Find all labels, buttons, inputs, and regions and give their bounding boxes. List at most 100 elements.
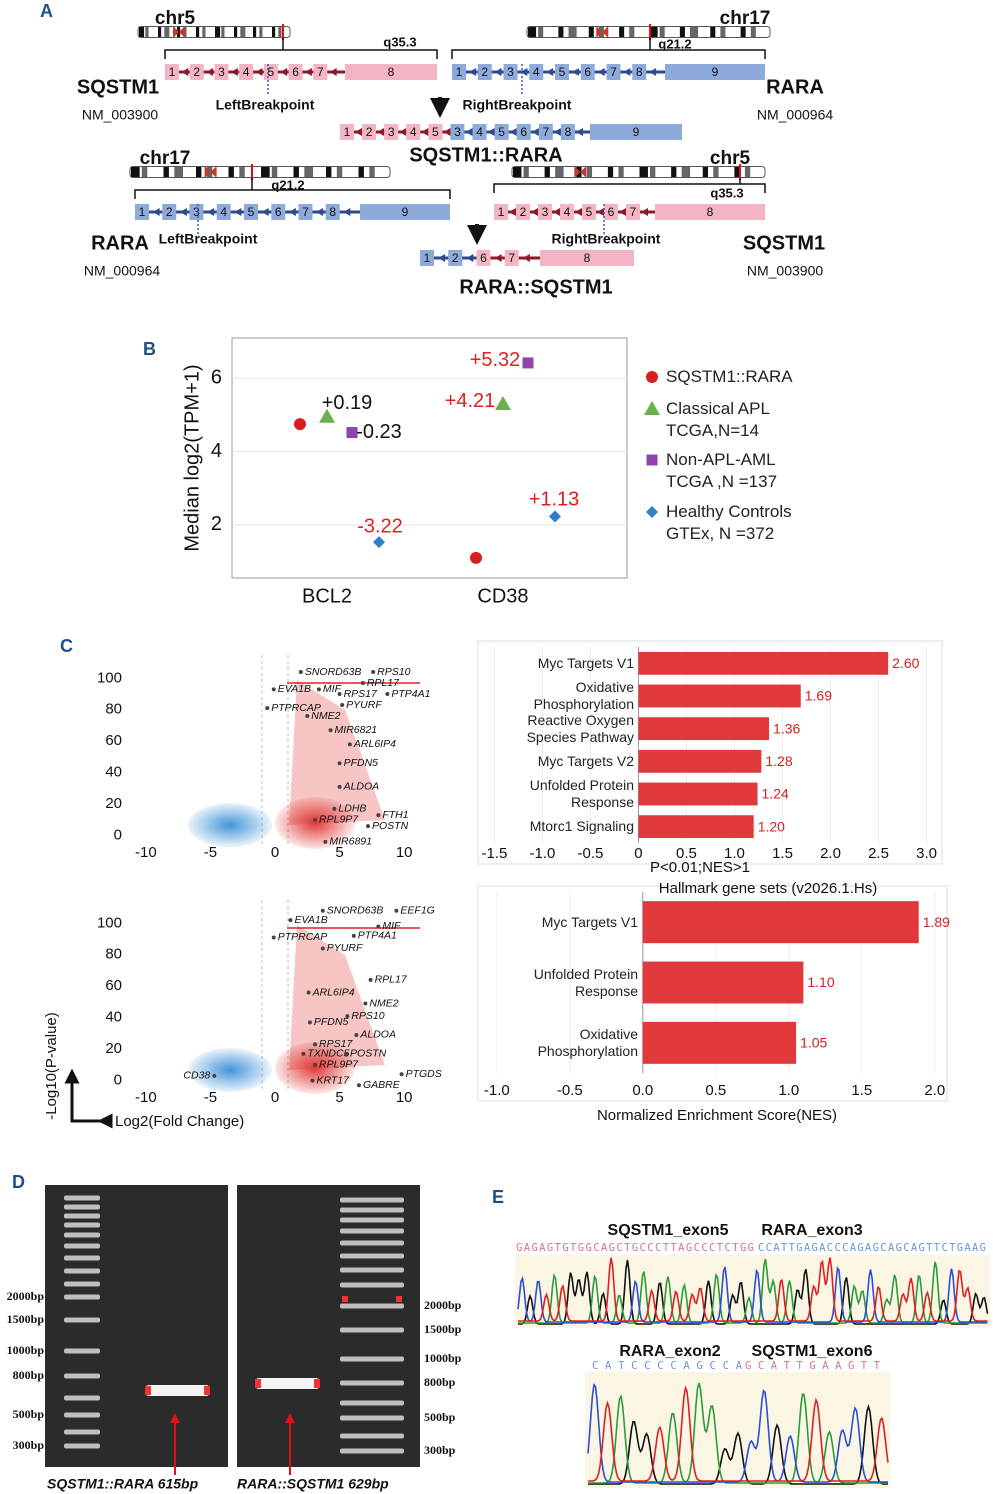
sample-band-edge <box>204 1386 210 1395</box>
y-tick-label: 6 <box>211 367 222 389</box>
x-tick-label: BCL2 <box>302 585 352 607</box>
category-label: Myc Targets V2 <box>537 752 634 769</box>
x-axis-label: Normalized Enrichment Score(NES) <box>597 1107 837 1124</box>
exon-number: 4 <box>564 205 571 219</box>
ladder-label: 800bp <box>13 1368 45 1382</box>
exon <box>420 250 434 266</box>
sequence: GAGAGTGTGGCAGCTGCCCTTAGCCCTCTGG <box>516 1242 754 1254</box>
intron-arrow <box>207 208 215 216</box>
annotation: +4.21 <box>445 390 496 412</box>
category-label: Myc Targets V1 <box>541 913 638 930</box>
trace <box>518 1259 989 1325</box>
chromosome: chr5 <box>710 148 751 169</box>
exon-number: 6 <box>520 125 527 139</box>
ladder-label: 1500bp <box>7 1312 45 1326</box>
ladder-label: 1000bp <box>7 1343 45 1357</box>
ladder-band <box>340 1197 404 1203</box>
intron-arrow <box>520 68 528 76</box>
ideogram-band <box>690 27 699 37</box>
gel <box>237 1185 420 1467</box>
ideogram-band <box>750 27 756 37</box>
exon <box>448 250 463 266</box>
exon-number: 3 <box>218 65 225 79</box>
gene-label: KRT17 <box>316 1074 350 1086</box>
exon-number: 3 <box>507 65 514 79</box>
down-cloud <box>188 1048 272 1092</box>
exon-number: 6 <box>292 65 299 79</box>
gene-point <box>313 817 318 822</box>
ideogram-band <box>671 167 677 177</box>
x-tick-label: 5 <box>335 1089 343 1106</box>
sample-band-edge <box>255 1379 261 1388</box>
gene-name: RARA <box>766 76 824 98</box>
bar <box>638 749 762 773</box>
trace-title: SQSTM1_exon5 <box>608 1222 729 1239</box>
exon-number: 6 <box>584 65 591 79</box>
x-tick-label: 3.0 <box>916 845 937 862</box>
trace <box>588 1403 888 1485</box>
breakpoint: RightBreakpoint <box>552 231 661 247</box>
exon-number: 1 <box>424 251 431 265</box>
ideogram-band <box>568 27 577 37</box>
ladder-band <box>340 1327 404 1333</box>
ladder-band <box>64 1395 100 1401</box>
intron-arrow <box>288 208 296 216</box>
y-tick-label: 4 <box>211 440 222 462</box>
gene-point <box>340 703 345 708</box>
ladder-band <box>64 1255 100 1261</box>
intron-arrow <box>181 68 189 76</box>
exon <box>244 204 258 220</box>
ladder-band <box>340 1448 404 1454</box>
exon-number: 5 <box>248 205 255 219</box>
intron-arrow <box>377 128 385 136</box>
ideogram-band <box>240 27 246 37</box>
category-label: Unfolded Protein Response <box>529 777 634 810</box>
bracket <box>451 38 766 59</box>
ideogram <box>129 166 391 178</box>
category-label: Oxidative Phosphorylation <box>537 1025 638 1059</box>
ladder-label: 800bp <box>424 1375 456 1389</box>
ideogram-band <box>618 167 624 177</box>
plot-frame <box>231 337 628 579</box>
intron-arrow <box>553 128 561 136</box>
plot-frame <box>477 640 943 865</box>
fusion-name: RARA::SQSTM1 <box>459 276 612 298</box>
intron-arrow <box>649 68 657 76</box>
x-tick-label: 0 <box>271 1089 279 1106</box>
trace-title: RARA_exon3 <box>761 1222 862 1239</box>
gene-label: MIR6821 <box>335 724 378 736</box>
category-label: Reactive Oxygen Species Pathway <box>526 711 634 745</box>
ladder-band <box>340 1228 404 1234</box>
category-label: Myc Targets V1 <box>537 654 634 671</box>
sequence: CCATTGAGACCCAGAGCAGCAGTTCTGAAG <box>758 1242 986 1254</box>
gene-point <box>394 908 399 913</box>
ideogram-band <box>228 167 234 177</box>
ladder-label: 500bp <box>13 1407 45 1421</box>
ladder-band <box>64 1222 100 1228</box>
gene-label: MIF <box>382 920 401 932</box>
gene-point <box>345 1014 350 1019</box>
gel <box>45 1185 228 1467</box>
exon-number: 5 <box>498 125 505 139</box>
y-tick-label: 0 <box>114 827 122 844</box>
exon-number: 3 <box>454 125 461 139</box>
accession: NM_003900 <box>82 107 158 123</box>
exon <box>298 204 313 220</box>
value-label: 1.36 <box>773 720 800 736</box>
gene-label: ARL6IP4 <box>353 738 396 750</box>
intron-arrow <box>355 128 363 136</box>
ladder-highlight <box>396 1296 402 1302</box>
annotation: +0.19 <box>322 392 373 414</box>
intron-arrow <box>641 208 648 216</box>
sequence: GCATTGAAGTT <box>745 1360 881 1372</box>
value-label: 1.69 <box>805 688 832 704</box>
intron-arrow <box>509 128 517 136</box>
axis-corner-arrow <box>64 1068 113 1129</box>
ladder-label: 2000bp <box>424 1298 462 1312</box>
x-tick-label: 0.5 <box>676 845 697 862</box>
x-tick-label: 1.0 <box>724 845 745 862</box>
exon-number: 2 <box>520 205 527 219</box>
down-cloud <box>188 803 272 847</box>
value-label: 1.20 <box>758 818 785 834</box>
